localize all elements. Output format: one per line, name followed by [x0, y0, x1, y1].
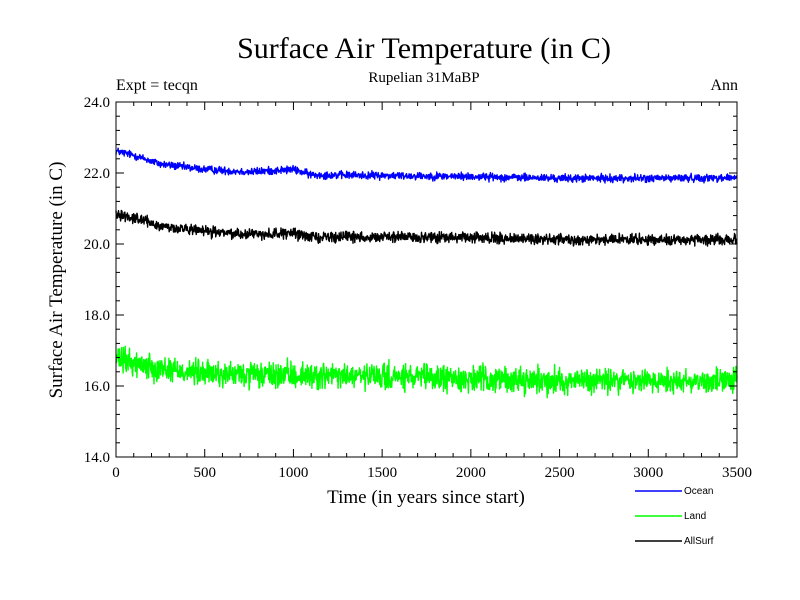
legend-label-ocean: Ocean — [684, 486, 713, 497]
chart-subtitle: Rupelian 31MaBP — [368, 70, 479, 86]
x-tick-label: 0 — [112, 465, 120, 481]
series-layer — [115, 147, 738, 399]
x-tick-label: 3500 — [722, 465, 752, 481]
series-line-land — [115, 345, 738, 399]
y-tick-label: 14.0 — [84, 450, 110, 466]
x-tick-label: 2500 — [545, 465, 575, 481]
legend-label-land: Land — [684, 511, 706, 522]
x-tick-label: 2000 — [456, 465, 486, 481]
y-tick-label: 18.0 — [84, 308, 110, 324]
series-line-ocean — [115, 147, 738, 184]
y-tick-label: 20.0 — [84, 237, 110, 253]
y-tick-label: 22.0 — [84, 166, 110, 182]
legend-label-allsurf: AllSurf — [684, 536, 714, 547]
experiment-label: Expt = tecqn — [116, 77, 198, 94]
x-tick-label: 1500 — [367, 465, 397, 481]
x-tick-label: 3000 — [633, 465, 663, 481]
plot-frame — [115, 101, 738, 458]
x-tick-label: 500 — [193, 465, 216, 481]
chart-title: Surface Air Temperature (in C) — [237, 32, 611, 65]
legend: Ocean Land AllSurf — [635, 486, 714, 547]
x-tick-label: 1000 — [278, 465, 308, 481]
y-axis-label: Surface Air Temperature (in C) — [46, 162, 67, 399]
y-tick-label: 24.0 — [84, 95, 110, 111]
y-tick-label: 16.0 — [84, 379, 110, 395]
axes-layer: 0 500 1000 1500 2000 2500 3000 3500 14.0 16.0 18.0… — [84, 95, 752, 481]
series-line-allsurf — [115, 209, 738, 247]
x-axis-label: Time (in years since start) — [327, 487, 525, 508]
season-label: Ann — [710, 77, 738, 94]
